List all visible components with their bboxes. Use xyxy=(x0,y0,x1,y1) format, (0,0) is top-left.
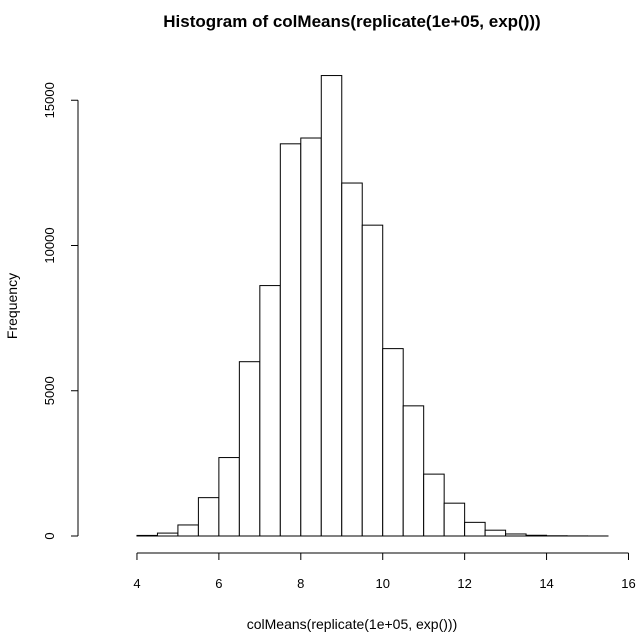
y-axis-label: Frequency xyxy=(4,273,20,339)
x-tick-label: 16 xyxy=(621,576,635,591)
histogram-bar xyxy=(484,529,507,537)
histogram-bar xyxy=(320,75,343,537)
histogram-bars xyxy=(136,75,609,537)
x-tick-label: 8 xyxy=(297,576,304,591)
y-tick-label: 10000 xyxy=(42,227,57,263)
histogram-bar xyxy=(525,534,548,537)
x-tick-label: 12 xyxy=(457,576,471,591)
y-tick-label: 15000 xyxy=(42,82,57,118)
histogram-bar xyxy=(197,497,220,537)
x-tick-label: 10 xyxy=(375,576,389,591)
histogram-bar xyxy=(505,533,527,537)
x-tick-label: 14 xyxy=(539,576,553,591)
histogram-bar xyxy=(218,457,240,537)
histogram-bar xyxy=(341,182,363,537)
histogram-bar xyxy=(402,405,425,537)
histogram-bar xyxy=(238,361,261,537)
y-axis-ticks: 0 5000 10000 15000 xyxy=(42,82,78,540)
histogram-bar xyxy=(156,532,179,537)
x-tick-label: 6 xyxy=(215,576,222,591)
x-axis-ticks: 4 6 8 10 12 14 16 xyxy=(133,553,636,591)
histogram-bar xyxy=(361,224,384,537)
histogram-bar xyxy=(136,534,158,537)
x-axis-label: colMeans(replicate(1e+05, exp())) xyxy=(247,616,457,632)
histogram-bar xyxy=(464,521,486,537)
histogram-bar xyxy=(382,348,404,537)
x-tick-label: 4 xyxy=(133,576,140,591)
y-tick-label: 0 xyxy=(42,532,57,539)
histogram-bar xyxy=(177,524,199,537)
y-tick-label: 5000 xyxy=(42,376,57,405)
histogram-bar xyxy=(423,473,445,537)
histogram-bar xyxy=(259,285,281,537)
histogram-bar xyxy=(279,143,302,537)
chart-title: Histogram of colMeans(replicate(1e+05, e… xyxy=(163,12,540,31)
histogram-bar xyxy=(300,137,322,537)
histogram-bar xyxy=(443,502,466,537)
